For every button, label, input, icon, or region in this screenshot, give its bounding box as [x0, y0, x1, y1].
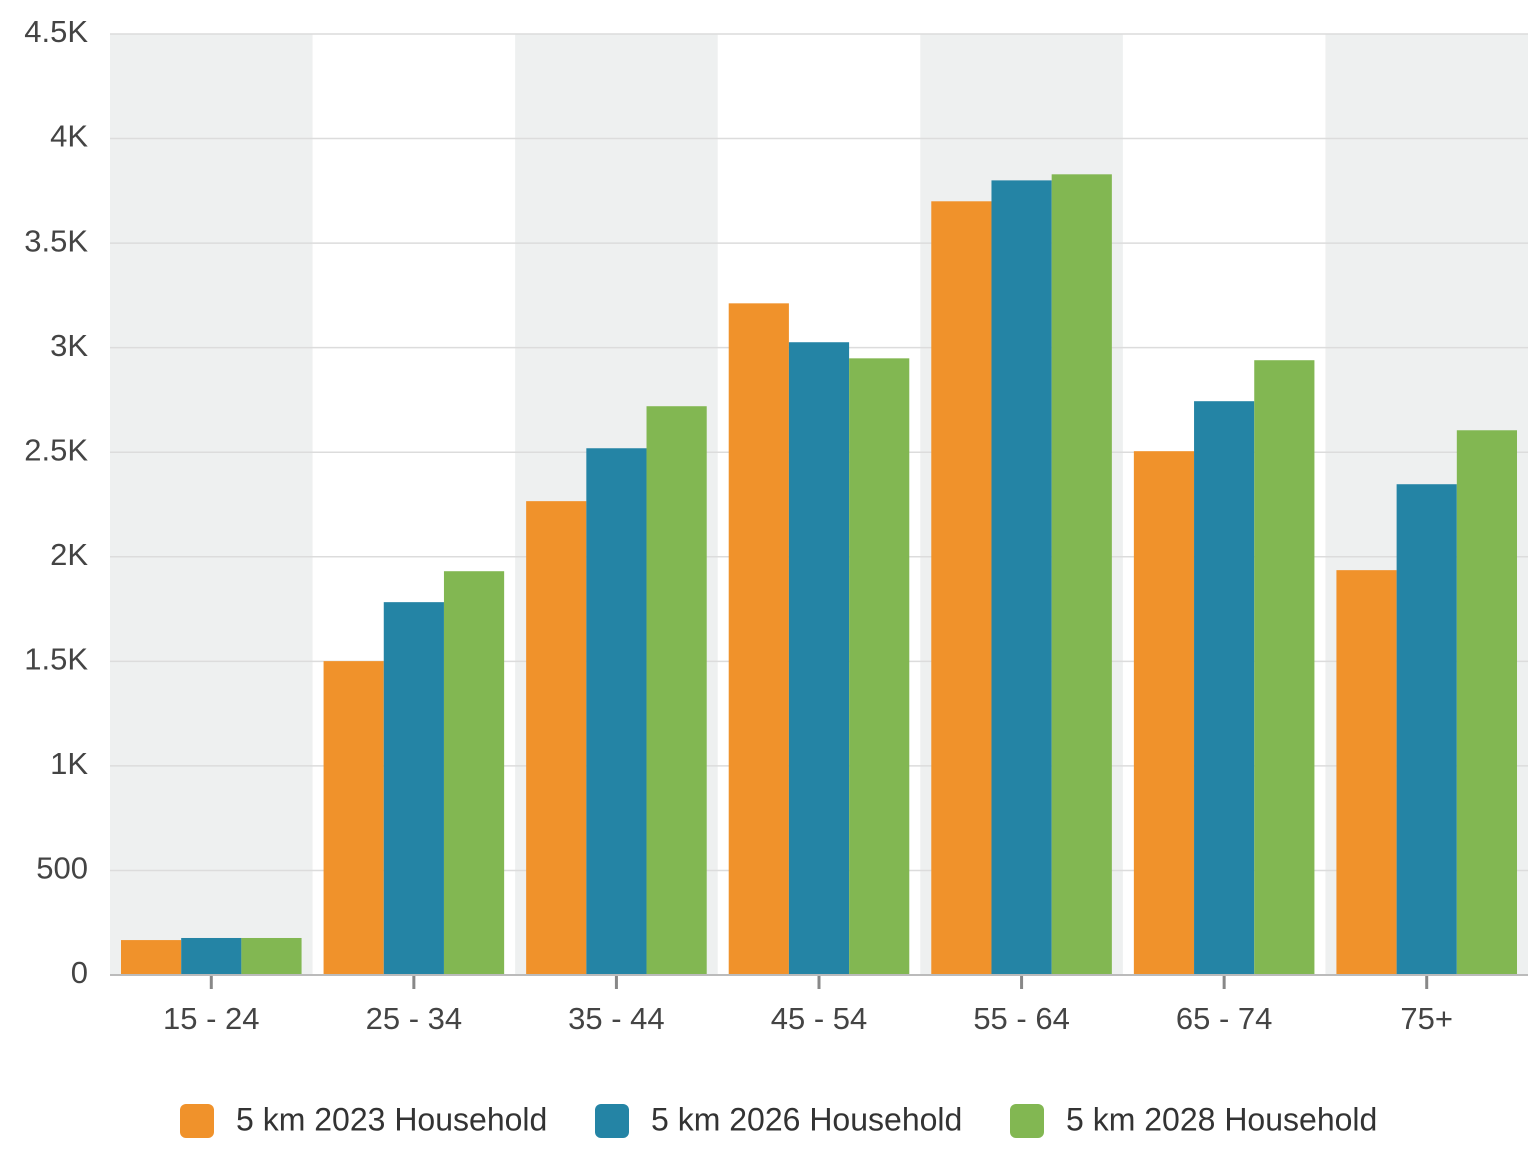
- legend-label: 5 km 2023 Household: [236, 1101, 547, 1137]
- y-tick-label: 2.5K: [24, 432, 88, 467]
- y-tick-label: 0: [71, 955, 88, 990]
- x-tick-label: 65 - 74: [1176, 1001, 1273, 1036]
- category-band: [110, 34, 313, 975]
- legend-label: 5 km 2028 Household: [1066, 1101, 1377, 1137]
- x-tick-label: 75+: [1400, 1001, 1453, 1036]
- bar: [1336, 570, 1397, 975]
- x-tick-label: 55 - 64: [973, 1001, 1070, 1036]
- bar: [728, 303, 789, 976]
- bar: [1456, 430, 1517, 975]
- y-tick-label: 4K: [50, 119, 88, 154]
- bar: [443, 571, 505, 975]
- bar: [121, 940, 182, 975]
- bar: [1133, 451, 1195, 976]
- bar: [1254, 360, 1315, 975]
- y-tick-label: 1.5K: [24, 642, 88, 677]
- y-tick-label: 1K: [50, 746, 88, 781]
- y-tick-label: 2K: [50, 537, 88, 572]
- bar: [383, 602, 444, 975]
- bar: [646, 406, 707, 975]
- bar: [1396, 484, 1457, 975]
- bar: [526, 501, 587, 975]
- x-tick-label: 25 - 34: [366, 1001, 463, 1036]
- bar: [849, 358, 910, 976]
- y-tick-label: 3K: [50, 328, 88, 363]
- x-tick-label: 15 - 24: [163, 1001, 260, 1036]
- legend-label: 5 km 2026 Household: [651, 1101, 962, 1137]
- bar: [991, 180, 1052, 975]
- y-tick-label: 500: [36, 851, 88, 886]
- x-tick-label: 35 - 44: [568, 1001, 665, 1036]
- legend-swatch: [595, 1104, 629, 1138]
- bar: [241, 937, 302, 975]
- x-tick-label: 45 - 54: [771, 1001, 868, 1036]
- bar: [323, 661, 384, 975]
- bar: [931, 201, 992, 976]
- y-tick-label: 4.5K: [24, 14, 88, 49]
- legend-swatch: [180, 1104, 214, 1138]
- bar: [1051, 174, 1112, 976]
- legend-swatch: [1010, 1104, 1044, 1138]
- y-tick-label: 3.5K: [24, 223, 88, 258]
- bar: [181, 937, 242, 975]
- bar: [788, 342, 850, 976]
- bar: [1194, 401, 1255, 975]
- bar: [586, 448, 647, 975]
